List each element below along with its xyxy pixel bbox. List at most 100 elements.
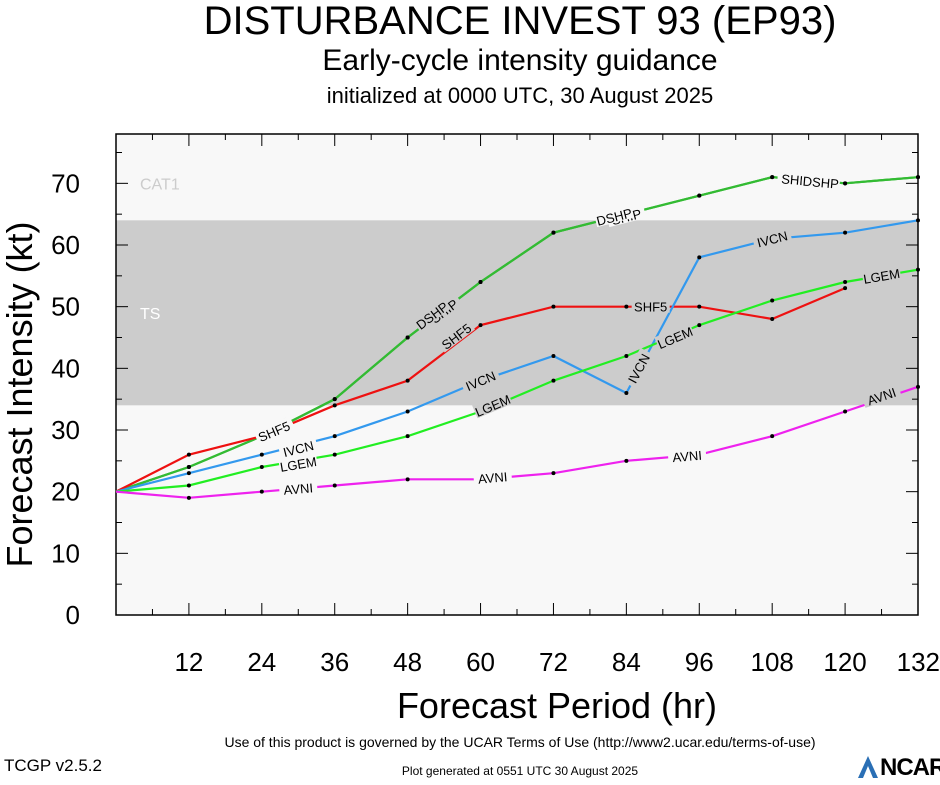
- x-tick-label: 96: [685, 647, 714, 677]
- data-point-ivcn: [843, 230, 848, 235]
- series-line-avni: [115, 385, 919, 499]
- data-point-avni: [770, 434, 775, 439]
- data-point-shf5: [697, 304, 702, 309]
- data-point-lgem: [770, 298, 775, 303]
- data-point-shf5: [405, 378, 410, 383]
- chart-title: DISTURBANCE INVEST 93 (EP93): [203, 0, 837, 43]
- series-label-avni: AVNI: [283, 480, 314, 497]
- data-point-shf5: [843, 286, 848, 291]
- data-point-dshp: [186, 465, 191, 469]
- series-label-bg: [459, 365, 501, 394]
- series-label-ivcn: IVCN: [755, 228, 789, 250]
- series-label-bg: [622, 347, 653, 388]
- series-label-bg: [278, 479, 318, 497]
- data-point-lgem: [916, 267, 920, 272]
- series-line-lgem: [115, 268, 919, 493]
- chart-subtitle: Early-cycle intensity guidance: [322, 44, 718, 77]
- data-point-avni: [259, 489, 264, 494]
- data-point-lgem: [624, 354, 629, 358]
- data-point-dshp: [916, 175, 920, 180]
- terms-of-use: Use of this product is governed by the U…: [224, 734, 816, 750]
- series-label-bg: [593, 204, 635, 228]
- series-label-bg: [436, 318, 475, 353]
- version-label: TCGP v2.5.2: [4, 756, 102, 775]
- band-label-ts: TS: [140, 306, 160, 323]
- data-point-shf5: [551, 304, 556, 309]
- init-time: initialized at 0000 UTC, 30 August 2025: [326, 83, 714, 108]
- data-point-shf5: [770, 317, 775, 321]
- data-point-avni: [405, 477, 410, 482]
- data-point-avni: [916, 384, 920, 389]
- data-point-lgem: [186, 483, 191, 488]
- data-point-ivcn: [624, 391, 629, 395]
- x-tick-label: 36: [320, 647, 349, 677]
- y-tick-label: 20: [51, 477, 80, 507]
- data-point-dshp: [697, 193, 702, 198]
- y-axis-label: Forecast Intensity (kt): [0, 221, 40, 567]
- data-point-avni: [332, 483, 337, 488]
- x-axis-label: Forecast Period (hr): [397, 685, 717, 726]
- x-tick-label: 60: [466, 647, 495, 677]
- data-point-lgem: [405, 434, 410, 439]
- series-label-bg: [861, 264, 902, 285]
- data-point-ivcn: [259, 452, 264, 457]
- data-point-ivcn: [916, 218, 920, 223]
- series-label-dshp: DSHP: [802, 174, 839, 192]
- intensity-chart: CAT1 TS 0 10 20 30 40 50 60 70 12 24 36 48 60 72 84 96 108…: [0, 133, 940, 726]
- series-label-avni: AVNI: [672, 448, 703, 465]
- series-label-bg: [667, 446, 707, 464]
- data-point-avni: [186, 495, 191, 500]
- data-point-lgem: [259, 465, 264, 469]
- x-tick-label: 72: [539, 647, 568, 677]
- data-point-ivcn: [697, 255, 702, 260]
- x-tick-label: 12: [174, 647, 203, 677]
- series-label-bg: [801, 172, 841, 190]
- x-tick-label: 108: [750, 647, 793, 677]
- series-label-lgem: LGEM: [279, 454, 318, 475]
- ncar-logo: NCAR: [856, 752, 940, 781]
- data-point-dshp: [551, 230, 556, 235]
- data-point-shf5: [478, 323, 483, 328]
- data-point-dshp: [843, 181, 848, 186]
- data-point-shf5: [624, 304, 629, 309]
- data-point-avni: [624, 458, 629, 463]
- x-tick-label: 120: [823, 647, 866, 677]
- data-point-dshp: [332, 397, 337, 402]
- ncar-logo-icon: [858, 756, 878, 778]
- y-tick-label: 30: [51, 415, 80, 445]
- y-tick-label: 50: [51, 292, 80, 322]
- data-point-avni: [551, 471, 556, 476]
- data-point-shf5: [186, 452, 191, 457]
- series-label-avni: AVNI: [477, 469, 508, 486]
- data-point-ivcn: [405, 409, 410, 414]
- y-tick-label: 60: [51, 230, 80, 260]
- band-label-cat1: CAT1: [140, 176, 180, 193]
- data-point-ivcn: [186, 471, 191, 476]
- data-point-lgem: [551, 378, 556, 383]
- series-label-lgem: LGEM: [862, 266, 901, 287]
- data-point-ivcn: [332, 434, 337, 439]
- series-label-bg: [860, 382, 902, 408]
- y-tick-label: 10: [51, 538, 80, 568]
- data-point-lgem: [843, 280, 848, 284]
- series-label-shf5: SHF5: [634, 300, 667, 315]
- data-point-dshp: [405, 335, 410, 340]
- data-point-avni: [843, 409, 848, 414]
- series-label-bg: [253, 416, 294, 445]
- series-label-bg: [472, 390, 513, 419]
- series-label-bg: [473, 467, 513, 486]
- x-tick-label: 84: [612, 647, 641, 677]
- data-point-dshp: [478, 280, 483, 284]
- series-label-bg: [278, 452, 319, 474]
- ncar-logo-text: NCAR: [880, 754, 940, 781]
- series-label-bg: [631, 298, 670, 313]
- y-tick-label: 0: [66, 600, 80, 630]
- data-point-ivcn: [551, 354, 556, 358]
- data-point-shf5: [332, 403, 337, 408]
- x-tick-label: 132: [897, 647, 940, 677]
- data-point-lgem: [697, 323, 702, 328]
- band-ts: [116, 220, 918, 406]
- series-label-bg: [654, 322, 695, 351]
- data-point-lgem: [332, 452, 337, 457]
- y-tick-label: 70: [51, 168, 80, 198]
